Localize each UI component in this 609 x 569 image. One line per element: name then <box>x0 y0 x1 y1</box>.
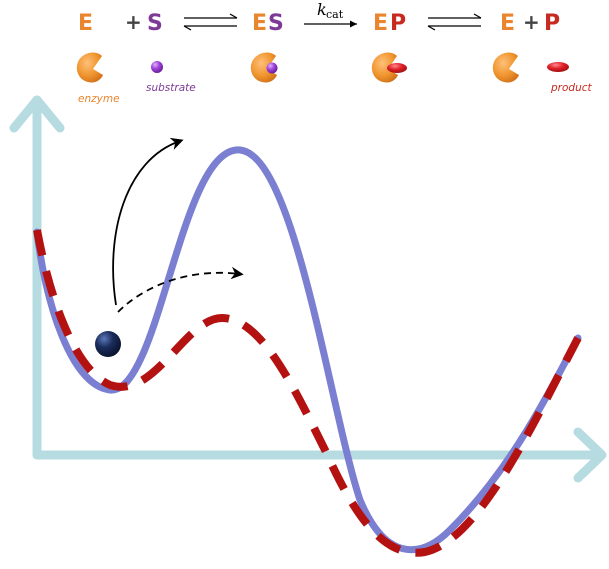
eq-plus-2: + <box>523 10 540 34</box>
enzyme-substrate-complex-icon <box>250 52 277 83</box>
eq-substrate-S: S <box>147 11 163 36</box>
eq-es-E: E <box>252 11 267 36</box>
uncatalyzed-energy-curve <box>33 146 582 554</box>
eq-plus: + <box>125 10 142 34</box>
kcat-subscript: cat <box>326 8 344 21</box>
equilibrium-arrows-1 <box>183 13 238 31</box>
product-icon <box>547 62 569 72</box>
equilibrium-arrows-2 <box>427 13 482 31</box>
bound-product-icon <box>387 63 407 73</box>
caption-product: product <box>550 82 592 94</box>
eq-enzyme-E-2: E <box>500 11 515 36</box>
axes <box>9 95 607 483</box>
eq-product-P: P <box>544 11 560 36</box>
eq-ep-E: E <box>373 11 388 36</box>
system-state-ball-icon <box>95 331 121 357</box>
kcat-arrow: k cat <box>304 0 357 28</box>
caption-enzyme: enzyme <box>78 93 120 105</box>
molecule-icons <box>76 52 569 83</box>
x-axis-arrowhead <box>573 427 607 483</box>
uncatalyzed-path-arrow <box>112 137 184 306</box>
eq-ep-P: P <box>390 11 406 36</box>
substrate-icon <box>151 61 163 73</box>
enzyme-icon <box>76 52 103 83</box>
catalyzed-energy-curve <box>33 229 582 557</box>
eq-es-S: S <box>268 11 284 36</box>
eq-enzyme-E: E <box>78 11 93 36</box>
caption-substrate: substrate <box>146 82 196 94</box>
reaction-equation: E + S E S k cat E P E + P <box>78 0 560 36</box>
kcat-k: k <box>317 0 327 19</box>
enzyme-icon-2 <box>492 52 519 83</box>
catalyzed-path-arrow <box>117 266 244 313</box>
bound-substrate-icon <box>266 62 278 74</box>
enzyme-product-complex-icon <box>371 52 398 83</box>
y-axis-arrowhead <box>9 95 65 133</box>
